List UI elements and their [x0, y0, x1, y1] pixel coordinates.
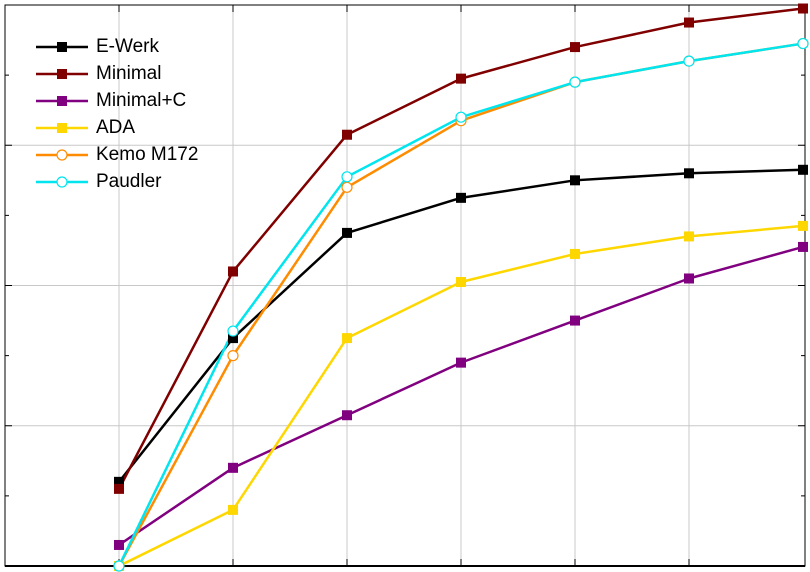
data-point-minimal-c [798, 241, 808, 252]
legend-marker [57, 68, 67, 79]
data-point-e-werk [114, 476, 124, 487]
legend-label: ADA [96, 116, 136, 138]
data-point-ada [228, 504, 238, 515]
legend-marker [57, 41, 67, 52]
legend-swatch [36, 95, 88, 106]
data-point-minimal [456, 73, 466, 84]
legend-swatch [36, 122, 88, 133]
data-point-minimal [684, 17, 694, 28]
legend-swatch [36, 148, 88, 161]
data-point-minimal [228, 266, 238, 277]
data-point-e-werk [228, 333, 238, 344]
data-point-minimal-c [684, 273, 694, 284]
chart-legend: E-Werk Minimal Minimal+C ADA Kemo M172 Paudle… [34, 33, 198, 195]
data-point-paudler [113, 560, 125, 572]
data-point-minimal [114, 483, 124, 494]
data-point-ada [570, 248, 580, 259]
data-point-minimal-c [342, 410, 352, 421]
legend-marker [57, 95, 67, 106]
legend-marker [56, 148, 68, 161]
data-point-paudler [797, 37, 809, 50]
data-point-minimal-c [570, 315, 580, 326]
data-point-ada [456, 276, 466, 287]
data-point-minimal [342, 129, 352, 140]
legend-label: Minimal [96, 62, 162, 84]
legend-marker [56, 175, 68, 188]
series-markers [113, 3, 809, 572]
legend-swatch [36, 175, 88, 188]
legend-label: E-Werk [96, 35, 159, 57]
data-point-kemo-m172 [227, 350, 239, 362]
data-point-e-werk [570, 175, 580, 186]
legend-item-paudler: Paudler [34, 168, 198, 195]
data-point-e-werk [684, 168, 694, 179]
legend-item-minimal: Minimal [34, 60, 198, 87]
legend-item-kemo-m172: Kemo M172 [34, 141, 198, 168]
legend-item-minimal-c: Minimal+C [34, 87, 198, 114]
data-point-minimal-c [456, 357, 466, 368]
data-point-paudler [455, 111, 467, 123]
legend-swatch [36, 68, 88, 79]
legend-swatch [36, 41, 88, 52]
legend-marker [57, 122, 67, 133]
data-point-minimal [570, 42, 580, 53]
data-point-e-werk [798, 164, 808, 175]
data-point-paudler [683, 55, 695, 67]
data-point-e-werk [456, 192, 466, 203]
legend-item-e-werk: E-Werk [34, 33, 198, 60]
data-point-minimal-c [228, 462, 238, 473]
legend-label: Kemo M172 [96, 143, 199, 165]
data-point-ada [342, 333, 352, 344]
data-point-minimal [798, 3, 808, 14]
data-point-ada [684, 231, 694, 242]
legend-label: Paudler [96, 170, 162, 192]
data-point-ada [798, 220, 808, 231]
data-point-paudler [569, 76, 581, 88]
legend-item-ada: ADA [34, 114, 198, 141]
legend-label: Minimal+C [96, 89, 187, 111]
data-point-kemo-m172 [341, 181, 353, 193]
data-point-paudler [341, 171, 353, 183]
data-point-e-werk [342, 227, 352, 238]
data-point-minimal-c [114, 539, 124, 550]
data-point-paudler [227, 325, 239, 337]
